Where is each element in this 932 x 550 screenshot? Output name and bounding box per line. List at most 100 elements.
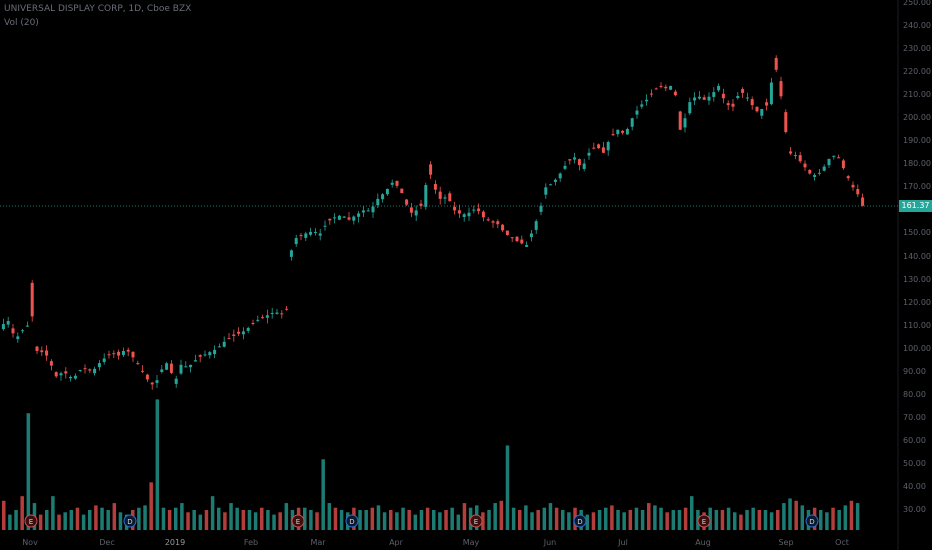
candle-body bbox=[30, 282, 34, 317]
candle-body bbox=[193, 360, 197, 362]
candle-body bbox=[126, 349, 130, 352]
volume-bar bbox=[333, 507, 338, 530]
candle-body bbox=[280, 313, 284, 315]
volume-bar bbox=[788, 498, 792, 530]
candle-body bbox=[539, 205, 543, 212]
candle-body bbox=[352, 216, 356, 221]
candle-body bbox=[150, 382, 154, 385]
candle-body bbox=[232, 334, 236, 337]
volume-bar bbox=[192, 510, 196, 530]
volume-bar bbox=[505, 445, 510, 530]
y-tick-label: 190.00 bbox=[903, 136, 931, 146]
candle-body bbox=[357, 213, 361, 217]
volume-bar bbox=[425, 507, 430, 530]
candle-body bbox=[78, 369, 82, 371]
volume-bar bbox=[855, 503, 860, 530]
candle-body bbox=[525, 244, 529, 247]
candle-body bbox=[544, 187, 548, 195]
candle-body bbox=[443, 197, 447, 199]
candle-body bbox=[712, 92, 716, 97]
volume-bar bbox=[794, 500, 798, 530]
candle-body bbox=[645, 99, 649, 102]
volume-bar bbox=[204, 510, 209, 530]
candle-body bbox=[438, 191, 442, 199]
candle-body bbox=[553, 179, 557, 182]
volume-bar bbox=[20, 496, 24, 530]
y-tick-label: 210.00 bbox=[903, 90, 931, 100]
candle-body bbox=[265, 315, 269, 318]
volume-bar bbox=[149, 482, 153, 530]
x-tick-label: Sep bbox=[778, 538, 794, 547]
candle-body bbox=[841, 160, 845, 169]
y-tick-label: 120.00 bbox=[903, 297, 931, 307]
volume-bar bbox=[567, 512, 571, 530]
volume-bar bbox=[616, 510, 620, 530]
candle-body bbox=[649, 93, 653, 95]
candle-body bbox=[160, 369, 164, 372]
candle-body bbox=[270, 312, 274, 314]
candle-body bbox=[45, 350, 49, 356]
x-tick-label: Apr bbox=[389, 538, 403, 547]
candle-body bbox=[640, 104, 644, 107]
candle-body bbox=[745, 97, 749, 99]
volume-bar bbox=[530, 512, 534, 530]
x-tick-label: Dec bbox=[99, 538, 115, 547]
candle-body bbox=[515, 236, 519, 242]
candle-body bbox=[683, 118, 687, 128]
candle-body bbox=[616, 129, 620, 135]
candle-body bbox=[726, 103, 730, 106]
candle-body bbox=[400, 188, 404, 194]
candle-body bbox=[121, 350, 125, 356]
volume-bar bbox=[757, 510, 762, 530]
volume-bar bbox=[51, 496, 55, 530]
candle-body bbox=[433, 183, 437, 190]
candle-body bbox=[736, 95, 740, 99]
volume-bar bbox=[481, 512, 485, 530]
candle-body bbox=[381, 194, 385, 200]
candle-body bbox=[40, 350, 44, 353]
candle-body bbox=[534, 221, 538, 230]
volume-bar bbox=[665, 512, 669, 530]
candle-body bbox=[165, 363, 169, 370]
candle-body bbox=[798, 155, 802, 162]
candle-body bbox=[208, 352, 212, 356]
candle-body bbox=[693, 97, 697, 101]
volume-bar bbox=[690, 496, 694, 530]
volume-bar bbox=[837, 510, 841, 530]
event-marker-label: D bbox=[349, 518, 354, 526]
volume-bars bbox=[2, 399, 860, 530]
candle-body bbox=[731, 103, 735, 107]
volume-bar bbox=[819, 510, 823, 530]
dividend-marker: D bbox=[345, 514, 359, 528]
y-tick-label: 200.00 bbox=[903, 113, 931, 123]
candle-body bbox=[213, 349, 217, 355]
candle-body bbox=[318, 233, 322, 236]
candle-body bbox=[424, 185, 428, 207]
candle-body bbox=[409, 207, 413, 213]
candle-body bbox=[678, 111, 682, 130]
candle-body bbox=[813, 175, 817, 177]
volume-bar bbox=[849, 500, 854, 530]
candle-body bbox=[285, 308, 289, 310]
candle-body bbox=[227, 338, 231, 340]
volume-bar bbox=[604, 507, 608, 530]
y-tick-label: 110.00 bbox=[903, 320, 931, 330]
candle-body bbox=[669, 85, 673, 90]
x-tick-label: Nov bbox=[22, 538, 38, 547]
candle-body bbox=[472, 209, 476, 211]
candle-body bbox=[69, 376, 73, 379]
candle-body bbox=[313, 231, 317, 233]
volume-bar bbox=[407, 510, 411, 530]
candle-body bbox=[721, 93, 725, 99]
candle-body bbox=[630, 118, 634, 127]
candle-body bbox=[107, 354, 111, 356]
candle-body bbox=[328, 218, 332, 221]
candle-body bbox=[587, 152, 591, 156]
candle-body bbox=[184, 366, 188, 368]
candle-body bbox=[635, 110, 639, 115]
candle-body bbox=[429, 164, 433, 175]
volume-indicator-label: Vol (20) bbox=[4, 18, 39, 28]
volume-bar bbox=[284, 503, 289, 530]
